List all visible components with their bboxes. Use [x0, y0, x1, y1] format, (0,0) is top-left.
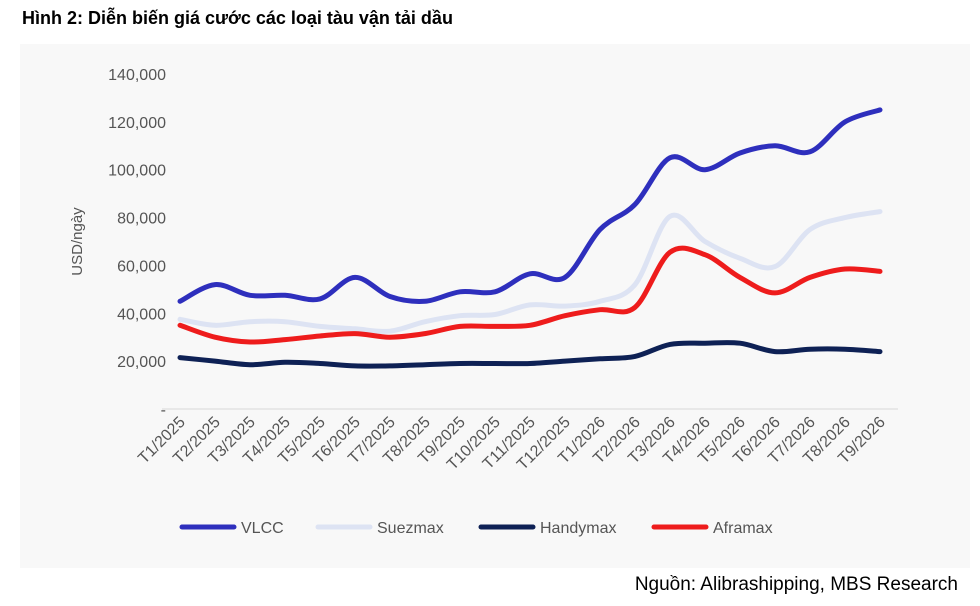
- source-note: Nguồn: Alibrashipping, MBS Research: [634, 574, 958, 595]
- legend-label-aframax: Aframax: [713, 520, 773, 537]
- y-tick-label: 20,000: [117, 354, 166, 371]
- y-tick-label: 100,000: [108, 163, 166, 180]
- chart-area: [20, 44, 970, 568]
- y-tick-label: -: [161, 402, 166, 419]
- series-line-handymax: [177, 340, 883, 369]
- y-axis-label: USD/ngày: [69, 207, 86, 276]
- y-tick-label: 60,000: [117, 258, 166, 275]
- figure-title: Hình 2: Diễn biến giá cước các loại tàu …: [22, 8, 453, 28]
- series-line-vlcc: [177, 107, 883, 304]
- y-tick-label: 140,000: [108, 67, 166, 84]
- series-line-suezmax: [177, 209, 883, 334]
- legend-label-vlcc: VLCC: [241, 520, 284, 537]
- legend-label-handymax: Handymax: [540, 520, 616, 537]
- y-tick-label: 80,000: [117, 211, 166, 228]
- series-line-aframax: [177, 245, 883, 345]
- y-tick-label: 40,000: [117, 306, 166, 323]
- y-tick-label: 120,000: [108, 115, 166, 132]
- legend-label-suezmax: Suezmax: [377, 520, 444, 537]
